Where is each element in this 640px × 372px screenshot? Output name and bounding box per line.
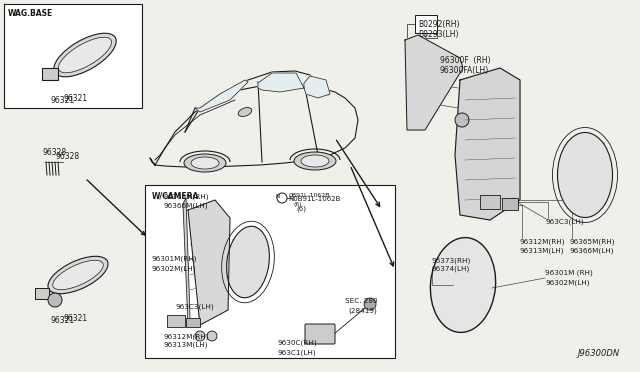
Ellipse shape bbox=[54, 33, 116, 77]
Text: W/CAMERA: W/CAMERA bbox=[152, 191, 200, 200]
Polygon shape bbox=[258, 73, 304, 92]
Text: 96302M(LH): 96302M(LH) bbox=[545, 279, 589, 285]
Polygon shape bbox=[188, 200, 230, 325]
Text: 96313M(LH): 96313M(LH) bbox=[163, 342, 207, 349]
Text: 96373(RH): 96373(RH) bbox=[432, 257, 471, 263]
Text: 96300FA(LH): 96300FA(LH) bbox=[440, 66, 489, 75]
Text: 96321: 96321 bbox=[63, 314, 87, 323]
Text: B0293(LH): B0293(LH) bbox=[418, 30, 458, 39]
Text: 96374(LH): 96374(LH) bbox=[432, 266, 470, 273]
Bar bbox=[502, 198, 518, 210]
Circle shape bbox=[455, 113, 469, 127]
Bar bbox=[35, 288, 49, 299]
Ellipse shape bbox=[191, 157, 219, 169]
Text: 96328: 96328 bbox=[43, 148, 67, 157]
Ellipse shape bbox=[48, 256, 108, 294]
Text: N: N bbox=[276, 194, 280, 199]
Text: 96301M(RH): 96301M(RH) bbox=[152, 256, 198, 263]
Text: J96300DN: J96300DN bbox=[578, 349, 620, 358]
Ellipse shape bbox=[52, 260, 103, 290]
Text: (6): (6) bbox=[296, 205, 306, 212]
Text: 96321: 96321 bbox=[51, 316, 75, 325]
Text: 96321: 96321 bbox=[51, 96, 75, 105]
Text: 9630C(RH): 9630C(RH) bbox=[278, 340, 317, 346]
Text: 963C3(LH): 963C3(LH) bbox=[175, 303, 214, 310]
Ellipse shape bbox=[238, 108, 252, 116]
Polygon shape bbox=[150, 83, 358, 167]
Text: 96312M(RH): 96312M(RH) bbox=[520, 238, 566, 244]
Polygon shape bbox=[405, 35, 463, 130]
Ellipse shape bbox=[184, 154, 226, 172]
Text: 963C1(LH): 963C1(LH) bbox=[278, 349, 317, 356]
Text: 96366M(LH): 96366M(LH) bbox=[570, 247, 614, 253]
Text: 96313M(LH): 96313M(LH) bbox=[520, 247, 564, 253]
Text: 96328: 96328 bbox=[55, 152, 79, 161]
Text: 96365M(RH): 96365M(RH) bbox=[570, 238, 616, 244]
Polygon shape bbox=[455, 68, 520, 220]
Bar bbox=[480, 195, 500, 209]
Text: SEC. 280: SEC. 280 bbox=[345, 298, 378, 304]
Ellipse shape bbox=[294, 152, 336, 170]
Polygon shape bbox=[195, 80, 248, 112]
Bar bbox=[42, 68, 58, 80]
Circle shape bbox=[48, 293, 62, 307]
Text: 0B91L-1062B: 0B91L-1062B bbox=[289, 193, 330, 198]
Text: 96300F  (RH): 96300F (RH) bbox=[440, 56, 491, 65]
Ellipse shape bbox=[227, 226, 269, 298]
Text: 96312M(RH): 96312M(RH) bbox=[163, 333, 209, 340]
Text: B0292(RH): B0292(RH) bbox=[418, 20, 460, 29]
Text: WAG.BASE: WAG.BASE bbox=[8, 9, 53, 18]
Text: 96301M (RH): 96301M (RH) bbox=[545, 270, 593, 276]
Polygon shape bbox=[304, 76, 330, 98]
Text: N0B91L-1062B: N0B91L-1062B bbox=[288, 196, 340, 202]
Ellipse shape bbox=[301, 155, 329, 167]
Ellipse shape bbox=[430, 238, 495, 333]
Ellipse shape bbox=[557, 132, 612, 218]
Ellipse shape bbox=[58, 37, 111, 73]
Text: (6): (6) bbox=[293, 202, 301, 207]
Text: 96365M(RH): 96365M(RH) bbox=[163, 193, 209, 199]
Bar bbox=[4, 4, 142, 108]
Text: 963C3(LH): 963C3(LH) bbox=[546, 218, 584, 224]
Text: 96366M(LH): 96366M(LH) bbox=[163, 202, 207, 208]
Circle shape bbox=[277, 193, 287, 203]
Text: 96321: 96321 bbox=[63, 94, 87, 103]
Bar bbox=[145, 185, 395, 358]
FancyBboxPatch shape bbox=[305, 324, 335, 344]
Circle shape bbox=[207, 331, 217, 341]
Circle shape bbox=[364, 298, 376, 310]
Bar bbox=[167, 315, 185, 327]
Circle shape bbox=[195, 331, 205, 341]
Bar bbox=[415, 15, 437, 33]
Text: 96302M(LH): 96302M(LH) bbox=[152, 265, 196, 272]
Text: (28419): (28419) bbox=[348, 307, 377, 314]
Bar bbox=[186, 318, 200, 327]
Polygon shape bbox=[183, 198, 190, 324]
